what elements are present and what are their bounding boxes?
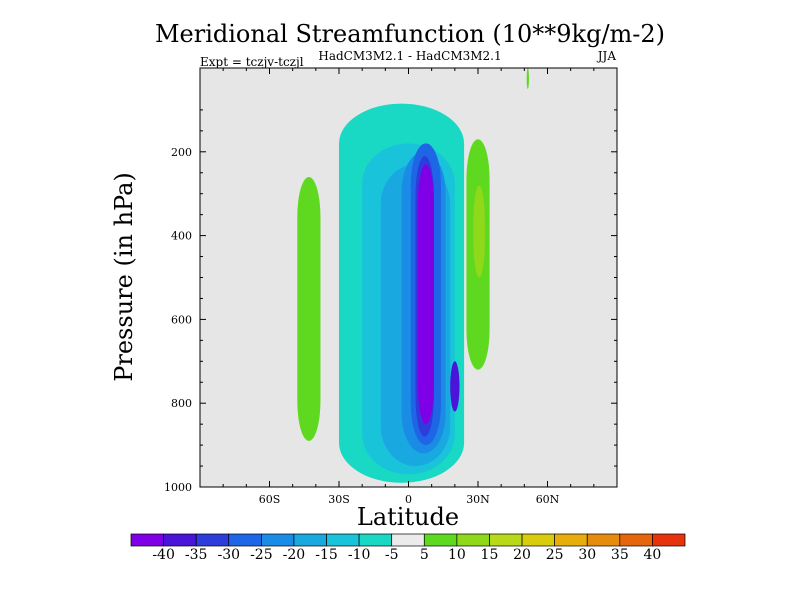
colorbar-label: -15 [315, 547, 338, 563]
colorbar-swatch [130, 533, 164, 547]
colorbar-swatch [163, 533, 197, 547]
colorbar-swatch [521, 533, 555, 547]
colorbar-label: 35 [611, 547, 629, 563]
colorbar-label: 25 [546, 547, 564, 563]
colorbar-swatch [391, 533, 425, 547]
colorbar-swatch [554, 533, 588, 547]
contour-regions [297, 68, 529, 483]
colorbar-label: -5 [385, 547, 399, 563]
x-tick-label: 60S [259, 493, 281, 506]
chart-subtitle-center: HadCM3M2.1 - HadCM3M2.1 [318, 49, 501, 63]
y-axis: 200 400 600 800 1000 [164, 109, 617, 494]
colorbar-swatch [456, 533, 490, 547]
colorbar-swatch [586, 533, 621, 547]
colorbar-label: -40 [152, 547, 175, 563]
colorbar-label: 5 [420, 547, 429, 563]
y-tick-label: 1000 [164, 481, 192, 494]
region-positive-cell-30n-inner [473, 185, 485, 278]
colorbar-swatch [652, 533, 686, 547]
colorbar-label: -35 [185, 547, 208, 563]
colorbar-swatch [619, 533, 653, 547]
colorbar-swatch [423, 533, 458, 547]
colorbar-label: 20 [513, 547, 531, 563]
region-negative-secondary-core [450, 361, 460, 412]
region-negative-core [417, 164, 434, 425]
colorbar-swatch [489, 533, 523, 547]
x-axis-label: Latitude [357, 503, 459, 531]
colorbar-label: 10 [448, 547, 466, 563]
x-tick-label: 0 [405, 493, 412, 506]
y-tick-label: 800 [171, 397, 192, 410]
colorbar-swatch [195, 533, 230, 547]
colorbar-swatch [326, 533, 360, 547]
x-tick-label: 60N [536, 493, 560, 506]
region-positive-sliver-50n [526, 68, 529, 89]
x-tick-label: 30N [466, 493, 490, 506]
y-tick-label: 200 [171, 146, 192, 159]
x-tick-label: 30S [328, 493, 350, 506]
colorbar-label: -25 [250, 547, 273, 563]
y-tick-label: 600 [171, 313, 192, 326]
colorbar-label: 30 [578, 547, 596, 563]
colorbar-swatch [293, 533, 327, 547]
colorbar-label: -20 [283, 547, 306, 563]
y-tick-label: 400 [171, 230, 192, 243]
colorbar-label: 40 [643, 547, 661, 563]
colorbar-label: 15 [481, 547, 499, 563]
chart-subtitle-right: JJA [596, 49, 617, 63]
x-axis: 60S 30S 0 30N 60N [222, 68, 595, 506]
colorbar-label: -10 [348, 547, 371, 563]
colorbar-label: -30 [217, 547, 240, 563]
region-positive-cell-60s [297, 176, 321, 441]
colorbar-swatch [358, 533, 393, 547]
colorbar-swatch [261, 533, 295, 547]
chart-subtitle-left: Expt = tczjv-tczjl [200, 55, 304, 69]
chart-title: Meridional Streamfunction (10**9kg/m-2) [155, 20, 665, 48]
y-axis-label: Pressure (in hPa) [110, 172, 138, 382]
colorbar-swatch [228, 533, 262, 547]
colorbar: -40 -35 -30 -25 -20 -15 -10 -5 5 10 15 20 25 30 35 40 [130, 533, 686, 563]
